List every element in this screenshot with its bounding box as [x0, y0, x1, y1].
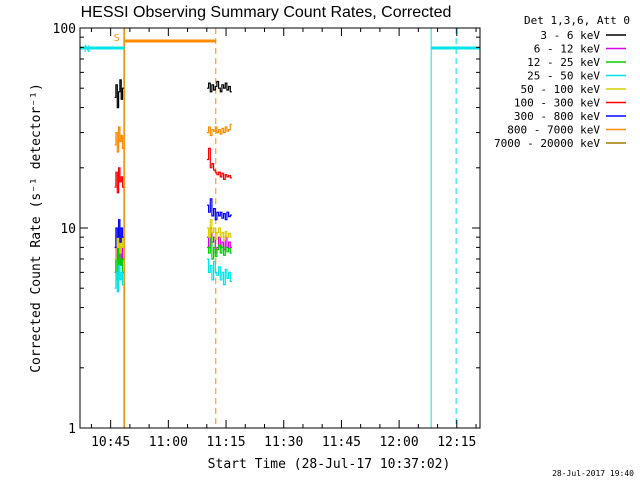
series-line-4-seg-1: [206, 219, 232, 241]
legend-label: 25 - 50 keV: [527, 70, 600, 83]
flag-layer: SN: [79, 28, 480, 428]
series-line-5-seg-0: [114, 167, 124, 194]
series-line-0-seg-1: [206, 80, 232, 93]
x-tick-label: 11:30: [264, 435, 303, 450]
y-tick-label: 10: [60, 222, 76, 237]
series-line-6-seg-1: [206, 198, 232, 221]
legend-label: 3 - 6 keV: [540, 29, 600, 42]
x-tick-label: 12:15: [437, 435, 476, 450]
axes-layer: 10:45 11:00 11:15 11:30 11:45 12:00 12:15 1 10 10…: [53, 22, 481, 450]
x-tick-label: 11:00: [149, 435, 188, 450]
data-layer: [114, 79, 232, 293]
x-tick-label: 12:00: [380, 435, 419, 450]
x-tick-label: 10:45: [91, 435, 130, 450]
y-tick-label: 1: [68, 422, 76, 437]
flag-label-saa: S: [114, 33, 120, 44]
x-tick-label: 11:45: [322, 435, 361, 450]
x-axis-label: Start Time (28-Jul-17 10:37:02): [208, 457, 451, 472]
chart-title: HESSI Observing Summary Count Rates, Cor…: [81, 4, 452, 21]
series-line-3-seg-0: [114, 264, 124, 293]
y-tick-label: 100: [53, 22, 76, 37]
legend-label: 300 - 800 keV: [514, 110, 600, 123]
series-line-0-seg-0: [114, 79, 124, 109]
series-line-5-seg-1: [206, 147, 232, 180]
series-line-7-seg-1: [206, 123, 232, 137]
legend-label: 6 - 12 keV: [534, 43, 601, 56]
legend-title: Det 1,3,6, Att 0: [524, 14, 630, 27]
legend-label: 800 - 7000 keV: [507, 124, 600, 137]
series-line-2-seg-1: [206, 236, 232, 260]
timestamp: 28-Jul-2017 19:40: [552, 469, 634, 478]
y-axis-label: Corrected Count Rate (s⁻¹ detector⁻¹): [29, 83, 44, 373]
series-line-6-seg-0: [114, 219, 124, 248]
x-tick-label: 11:15: [206, 435, 245, 450]
plot-frame: [79, 27, 481, 429]
flag-label-night: N: [84, 44, 90, 55]
legend-label: 12 - 25 keV: [527, 56, 600, 69]
series-line-3-seg-1: [206, 258, 232, 286]
series-line-7-seg-0: [114, 126, 124, 153]
legend-label: 100 - 300 keV: [514, 97, 600, 110]
legend-label: 50 - 100 keV: [521, 83, 601, 96]
legend-label: 7000 - 20000 keV: [494, 137, 600, 150]
